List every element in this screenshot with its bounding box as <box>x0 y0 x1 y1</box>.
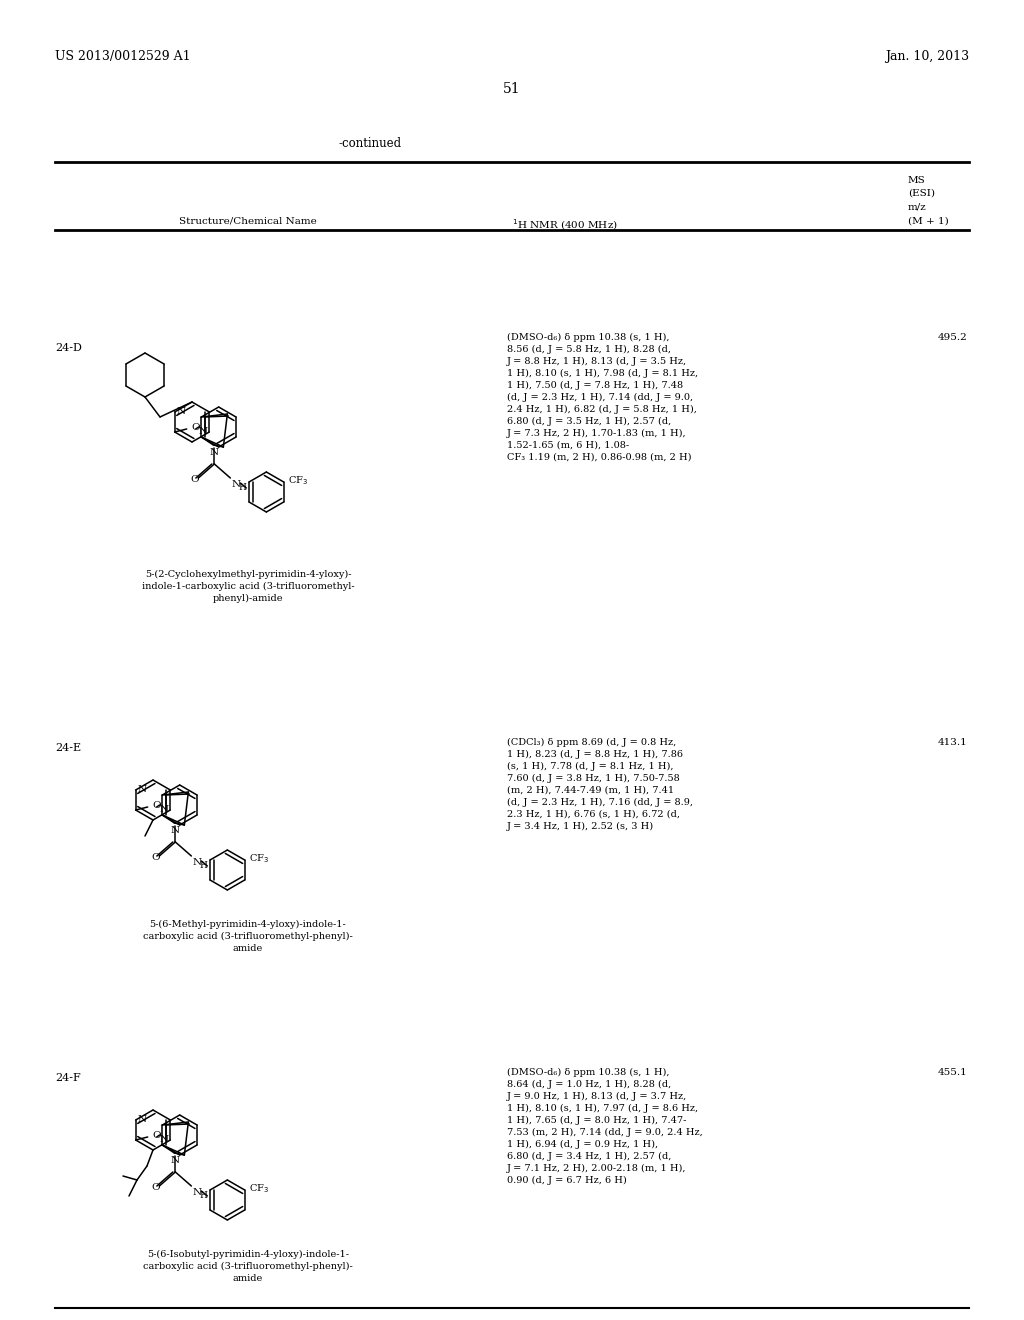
Text: amide: amide <box>232 1274 263 1283</box>
Text: 1 H), 7.65 (d, J = 8.0 Hz, 1 H), 7.47-: 1 H), 7.65 (d, J = 8.0 Hz, 1 H), 7.47- <box>507 1115 686 1125</box>
Text: 1 H), 8.23 (d, J = 8.8 Hz, 1 H), 7.86: 1 H), 8.23 (d, J = 8.8 Hz, 1 H), 7.86 <box>507 750 683 759</box>
Text: N: N <box>199 428 207 437</box>
Text: US 2013/0012529 A1: US 2013/0012529 A1 <box>55 50 190 63</box>
Text: J = 8.8 Hz, 1 H), 8.13 (d, J = 3.5 Hz,: J = 8.8 Hz, 1 H), 8.13 (d, J = 3.5 Hz, <box>507 356 687 366</box>
Text: O: O <box>152 1184 160 1192</box>
Text: 5-(6-Methyl-pyrimidin-4-yloxy)-indole-1-: 5-(6-Methyl-pyrimidin-4-yloxy)-indole-1- <box>150 920 346 929</box>
Text: (CDCl₃) δ ppm 8.69 (d, J = 0.8 Hz,: (CDCl₃) δ ppm 8.69 (d, J = 0.8 Hz, <box>507 738 676 747</box>
Text: $^1$H NMR (400 MHz): $^1$H NMR (400 MHz) <box>512 216 617 232</box>
Text: H: H <box>239 483 246 492</box>
Text: N: N <box>159 1135 168 1144</box>
Text: amide: amide <box>232 944 263 953</box>
Text: CF₃ 1.19 (m, 2 H), 0.86-0.98 (m, 2 H): CF₃ 1.19 (m, 2 H), 0.86-0.98 (m, 2 H) <box>507 453 691 462</box>
Text: 5-(2-Cyclohexylmethyl-pyrimidin-4-yloxy)-: 5-(2-Cyclohexylmethyl-pyrimidin-4-yloxy)… <box>144 570 351 579</box>
Text: (ESI): (ESI) <box>908 189 935 198</box>
Text: 6.80 (d, J = 3.5 Hz, 1 H), 2.57 (d,: 6.80 (d, J = 3.5 Hz, 1 H), 2.57 (d, <box>507 417 672 426</box>
Text: CF$_3$: CF$_3$ <box>288 475 308 487</box>
Text: 495.2: 495.2 <box>938 333 968 342</box>
Text: 7.53 (m, 2 H), 7.14 (dd, J = 9.0, 2.4 Hz,: 7.53 (m, 2 H), 7.14 (dd, J = 9.0, 2.4 Hz… <box>507 1129 702 1137</box>
Text: O: O <box>152 854 160 862</box>
Text: Jan. 10, 2013: Jan. 10, 2013 <box>885 50 969 63</box>
Text: 8.56 (d, J = 5.8 Hz, 1 H), 8.28 (d,: 8.56 (d, J = 5.8 Hz, 1 H), 8.28 (d, <box>507 345 671 354</box>
Text: CF$_3$: CF$_3$ <box>249 853 268 866</box>
Text: -continued: -continued <box>339 137 401 150</box>
Text: indole-1-carboxylic acid (3-trifluoromethyl-: indole-1-carboxylic acid (3-trifluoromet… <box>141 582 354 591</box>
Text: N: N <box>193 858 202 867</box>
Text: N: N <box>137 1115 146 1125</box>
Text: N: N <box>231 480 241 488</box>
Text: 24-E: 24-E <box>55 743 81 752</box>
Text: J = 3.4 Hz, 1 H), 2.52 (s, 3 H): J = 3.4 Hz, 1 H), 2.52 (s, 3 H) <box>507 822 654 832</box>
Text: (s, 1 H), 7.78 (d, J = 8.1 Hz, 1 H),: (s, 1 H), 7.78 (d, J = 8.1 Hz, 1 H), <box>507 762 674 771</box>
Text: 0.90 (d, J = 6.7 Hz, 6 H): 0.90 (d, J = 6.7 Hz, 6 H) <box>507 1176 627 1185</box>
Text: 8.64 (d, J = 1.0 Hz, 1 H), 8.28 (d,: 8.64 (d, J = 1.0 Hz, 1 H), 8.28 (d, <box>507 1080 672 1089</box>
Text: 7.60 (d, J = 3.8 Hz, 1 H), 7.50-7.58: 7.60 (d, J = 3.8 Hz, 1 H), 7.50-7.58 <box>507 774 680 783</box>
Text: Structure/Chemical Name: Structure/Chemical Name <box>179 216 316 226</box>
Text: (d, J = 2.3 Hz, 1 H), 7.14 (dd, J = 9.0,: (d, J = 2.3 Hz, 1 H), 7.14 (dd, J = 9.0, <box>507 393 693 403</box>
Text: J = 7.3 Hz, 2 H), 1.70-1.83 (m, 1 H),: J = 7.3 Hz, 2 H), 1.70-1.83 (m, 1 H), <box>507 429 687 438</box>
Text: carboxylic acid (3-trifluoromethyl-phenyl)-: carboxylic acid (3-trifluoromethyl-pheny… <box>143 932 353 941</box>
Text: 1 H), 8.10 (s, 1 H), 7.98 (d, J = 8.1 Hz,: 1 H), 8.10 (s, 1 H), 7.98 (d, J = 8.1 Hz… <box>507 370 698 378</box>
Text: H: H <box>200 861 207 870</box>
Text: 2.3 Hz, 1 H), 6.76 (s, 1 H), 6.72 (d,: 2.3 Hz, 1 H), 6.76 (s, 1 H), 6.72 (d, <box>507 810 680 818</box>
Text: N: N <box>171 826 180 836</box>
Text: (DMSO-d₆) δ ppm 10.38 (s, 1 H),: (DMSO-d₆) δ ppm 10.38 (s, 1 H), <box>507 333 670 342</box>
Text: 5-(6-Isobutyl-pyrimidin-4-yloxy)-indole-1-: 5-(6-Isobutyl-pyrimidin-4-yloxy)-indole-… <box>147 1250 349 1259</box>
Text: 24-F: 24-F <box>55 1073 81 1082</box>
Text: N: N <box>137 785 146 795</box>
Text: J = 9.0 Hz, 1 H), 8.13 (d, J = 3.7 Hz,: J = 9.0 Hz, 1 H), 8.13 (d, J = 3.7 Hz, <box>507 1092 687 1101</box>
Text: 51: 51 <box>503 82 521 96</box>
Text: N: N <box>177 408 185 417</box>
Text: 6.80 (d, J = 3.4 Hz, 1 H), 2.57 (d,: 6.80 (d, J = 3.4 Hz, 1 H), 2.57 (d, <box>507 1152 672 1162</box>
Text: carboxylic acid (3-trifluoromethyl-phenyl)-: carboxylic acid (3-trifluoromethyl-pheny… <box>143 1262 353 1271</box>
Text: 1.52-1.65 (m, 6 H), 1.08-: 1.52-1.65 (m, 6 H), 1.08- <box>507 441 629 450</box>
Text: 24-D: 24-D <box>55 343 82 352</box>
Text: CF$_3$: CF$_3$ <box>249 1183 268 1196</box>
Text: (DMSO-d₆) δ ppm 10.38 (s, 1 H),: (DMSO-d₆) δ ppm 10.38 (s, 1 H), <box>507 1068 670 1077</box>
Text: MS: MS <box>908 176 926 185</box>
Text: H: H <box>200 1191 207 1200</box>
Text: O: O <box>190 475 199 484</box>
Text: phenyl)-amide: phenyl)-amide <box>213 594 284 603</box>
Text: N: N <box>210 447 219 457</box>
Text: O: O <box>153 1131 162 1140</box>
Text: 413.1: 413.1 <box>938 738 968 747</box>
Text: N: N <box>193 1188 202 1197</box>
Text: 2.4 Hz, 1 H), 6.82 (d, J = 5.8 Hz, 1 H),: 2.4 Hz, 1 H), 6.82 (d, J = 5.8 Hz, 1 H), <box>507 405 697 414</box>
Text: (M + 1): (M + 1) <box>908 216 949 226</box>
Text: (d, J = 2.3 Hz, 1 H), 7.16 (dd, J = 8.9,: (d, J = 2.3 Hz, 1 H), 7.16 (dd, J = 8.9, <box>507 799 693 807</box>
Text: m/z: m/z <box>908 202 927 211</box>
Text: 1 H), 6.94 (d, J = 0.9 Hz, 1 H),: 1 H), 6.94 (d, J = 0.9 Hz, 1 H), <box>507 1140 658 1150</box>
Text: O: O <box>153 801 162 810</box>
Text: J = 7.1 Hz, 2 H), 2.00-2.18 (m, 1 H),: J = 7.1 Hz, 2 H), 2.00-2.18 (m, 1 H), <box>507 1164 686 1173</box>
Text: 1 H), 8.10 (s, 1 H), 7.97 (d, J = 8.6 Hz,: 1 H), 8.10 (s, 1 H), 7.97 (d, J = 8.6 Hz… <box>507 1104 698 1113</box>
Text: (m, 2 H), 7.44-7.49 (m, 1 H), 7.41: (m, 2 H), 7.44-7.49 (m, 1 H), 7.41 <box>507 785 674 795</box>
Text: N: N <box>159 805 168 814</box>
Text: 1 H), 7.50 (d, J = 7.8 Hz, 1 H), 7.48: 1 H), 7.50 (d, J = 7.8 Hz, 1 H), 7.48 <box>507 381 683 391</box>
Text: N: N <box>171 1156 180 1166</box>
Text: O: O <box>191 424 201 433</box>
Text: 455.1: 455.1 <box>938 1068 968 1077</box>
